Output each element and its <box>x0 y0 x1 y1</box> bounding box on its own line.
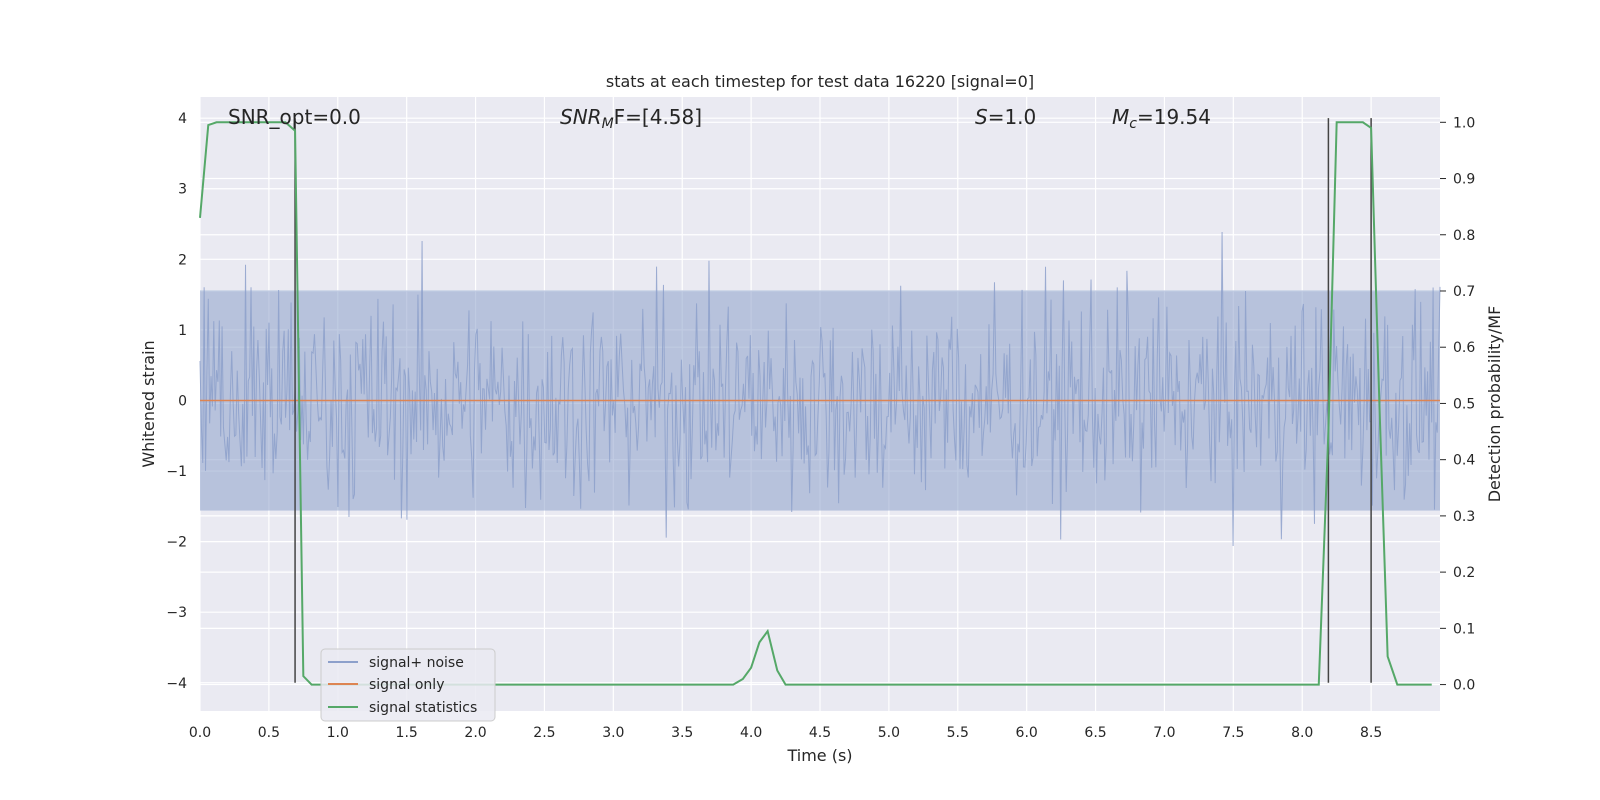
x-tick-label-2: 1.0 <box>327 725 349 741</box>
series-signal-statistics <box>199 121 1432 686</box>
chart-title: stats at each timestep for test data 162… <box>606 72 1034 91</box>
legend-label-signal-noise: signal+ noise <box>369 655 464 671</box>
x-tick-label-8: 4.0 <box>740 725 762 741</box>
annotation-snr-mf: SNRMF=[4.58] <box>560 105 702 132</box>
x-tick-label-1: 0.5 <box>258 725 280 741</box>
left-y-tick-label-7: −3 <box>166 605 187 621</box>
x-tick-label-9: 4.5 <box>809 725 831 741</box>
right-y-tick-label-10: 0.0 <box>1453 678 1475 694</box>
x-tick-label-17: 8.5 <box>1360 725 1382 741</box>
right-y-axis-ticks: 1.0 0.9 0.8 0.7 0.6 0.5 0.4 0.3 0.2 0.1 0.0 <box>1440 115 1475 694</box>
legend-label-signal-statistics: signal statistics <box>369 700 477 716</box>
x-axis-ticks: 0.0 0.5 1.0 1.5 2.0 2.5 3.0 3.5 4.0 4.5 5.0 5.5 6.0 6… <box>189 725 1382 741</box>
left-y-tick-label-2: 2 <box>178 252 187 268</box>
annotation-mc-base: M <box>1112 105 1129 129</box>
x-tick-label-0: 0.0 <box>189 725 211 741</box>
x-tick-label-13: 6.5 <box>1084 725 1106 741</box>
legend-label-signal-only: signal only <box>369 677 444 693</box>
legend: signal+ noise signal only signal statist… <box>320 648 496 722</box>
left-y-tick-label-3: 1 <box>178 323 187 339</box>
left-y-tick-label-6: −2 <box>166 535 187 551</box>
x-tick-label-4: 2.0 <box>464 725 486 741</box>
right-y-tick-label-1: 0.9 <box>1453 172 1475 188</box>
annotation-mc-sub: c <box>1129 116 1137 132</box>
annotation-snr-opt: SNR_opt=0.0 <box>228 105 361 129</box>
x-tick-label-3: 1.5 <box>396 725 418 741</box>
right-y-tick-label-2: 0.8 <box>1453 228 1475 244</box>
right-y-tick-label-6: 0.4 <box>1453 453 1475 469</box>
right-y-tick-label-9: 0.1 <box>1453 621 1475 637</box>
annotation-s: S=1.0 <box>975 105 1036 129</box>
left-y-tick-label-5: −1 <box>166 464 187 480</box>
annotation-mc-rest: =19.54 <box>1137 105 1211 129</box>
right-y-tick-label-5: 0.5 <box>1453 396 1475 412</box>
right-y-tick-label-7: 0.3 <box>1453 509 1475 525</box>
x-tick-label-10: 5.0 <box>878 725 900 741</box>
left-y-tick-label-8: −4 <box>166 676 187 692</box>
x-tick-label-15: 7.5 <box>1222 725 1244 741</box>
right-y-tick-label-4: 0.6 <box>1453 340 1475 356</box>
x-axis-label: Time (s) <box>786 746 852 765</box>
x-tick-label-14: 7.0 <box>1153 725 1175 741</box>
x-tick-label-6: 3.0 <box>602 725 624 741</box>
x-tick-label-11: 5.5 <box>947 725 969 741</box>
right-y-tick-label-8: 0.2 <box>1453 565 1475 581</box>
left-y-tick-label-1: 3 <box>178 182 187 198</box>
x-tick-label-5: 2.5 <box>533 725 555 741</box>
annotation-mc: Mc=19.54 <box>1112 105 1211 132</box>
left-y-axis-ticks: 4 3 2 1 0 −1 −2 −3 −4 <box>166 111 187 692</box>
x-tick-label-7: 3.5 <box>671 725 693 741</box>
x-tick-label-12: 6.0 <box>1016 725 1038 741</box>
right-y-tick-label-0: 1.0 <box>1453 115 1475 131</box>
left-y-tick-label-0: 4 <box>178 111 187 127</box>
annotation-snr-mf-base: SNR <box>560 105 602 129</box>
x-tick-label-16: 8.0 <box>1291 725 1313 741</box>
annotation-snr-mf-rest: F=[4.58] <box>614 105 702 129</box>
annotation-snr-mf-sub: M <box>602 116 614 132</box>
right-y-tick-label-3: 0.7 <box>1453 284 1475 300</box>
annotation-s-base: S <box>975 105 988 129</box>
line-signal-statistics <box>199 121 1432 686</box>
left-y-tick-label-4: 0 <box>178 393 187 409</box>
legend-frame <box>320 648 496 722</box>
annotation-s-rest: =1.0 <box>988 105 1037 129</box>
left-y-axis-label: Whitened strain <box>139 340 158 467</box>
right-y-axis-label: Detection probability/MF <box>1485 306 1504 503</box>
